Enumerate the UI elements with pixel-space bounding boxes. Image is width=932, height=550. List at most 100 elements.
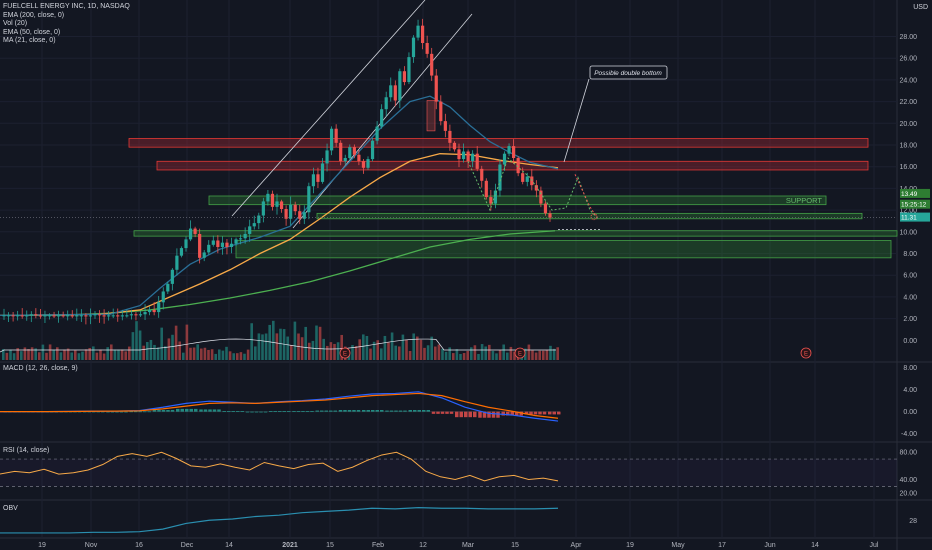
y-tick-label: 8.00 [903,251,917,258]
volume-bar [484,346,487,360]
macd-histogram-bar [296,411,301,412]
price-badge [900,199,930,209]
volume-bar [196,344,199,360]
volume-bar [48,344,52,360]
macd-histogram-bar [278,411,282,412]
macd-label[interactable]: MACD (12, 26, close, 9) [3,365,78,372]
candle-body [211,240,215,245]
volume-bar [264,333,268,360]
macd-histogram-bar [347,410,352,412]
support-zone [235,240,892,259]
candle-body [157,302,161,313]
volume-bar [131,332,135,360]
volume-bar [354,346,358,360]
y-tick-label: 26.00 [899,56,917,63]
volume-bar [376,340,379,360]
target-marker [590,213,598,221]
macd-histogram-bar [455,411,459,418]
volume-bar [293,321,297,360]
candle-body [220,242,224,247]
macd-histogram-bar [208,409,212,412]
symbol-title[interactable]: FUELCELL ENERGY INC, 1D, NASDAQ [3,3,130,10]
volume-bar [106,347,109,360]
candle-body [461,151,466,160]
candle-body [266,193,270,202]
candle-body [284,209,288,219]
volume-bar [20,351,23,360]
candle-body [170,269,174,284]
macd-histogram-bar [431,411,436,414]
macd-histogram-bar [176,408,180,412]
candle-body [357,154,361,162]
macd-histogram-bar [180,408,184,412]
volume-bar [538,350,541,360]
volume-bar [178,341,181,360]
candle-body [202,252,206,258]
volume-bar [66,348,70,360]
obv-label[interactable]: OBV [3,505,18,512]
legend-ema200[interactable]: EMA (200, close, 0) [3,11,65,19]
legend-ma21[interactable]: MA (21, close, 0) [3,37,56,44]
macd-histogram-bar [542,411,547,415]
currency-label: USD [913,4,928,11]
volume-bar [351,345,354,360]
volume-bar [336,342,340,360]
volume-bar [552,348,556,360]
volume-bar [419,339,423,360]
macd-histogram-bar [236,411,240,412]
candle-body [411,37,416,58]
candle-body [166,283,170,292]
candle-body [480,168,484,181]
x-tick-label: 17 [718,542,726,549]
callout-text: Possible double bottom [594,70,662,77]
macd-histogram-bar [398,410,403,412]
macd-tick-label: 4.00 [903,387,917,394]
callout-box [589,65,668,80]
volume-bar [556,347,559,360]
candle-body [512,146,516,159]
candle-body [475,153,479,169]
x-tick-label: Nov [85,542,98,549]
x-tick-label: 2021 [282,542,298,549]
macd-histogram-bar [356,410,361,412]
support-zone [316,212,863,220]
macd-histogram-bar [83,411,87,413]
y-tick-label: 6.00 [903,273,917,280]
volume-bar [358,339,361,360]
volume-bar [41,344,45,360]
volume-bar [38,352,41,360]
volume-bar [527,344,531,360]
macd-histogram-bar [501,411,505,416]
price-badge-label: 13.49 [901,191,918,198]
rsi-label[interactable]: RSI (14, close) [3,447,50,454]
candle-body [125,315,129,317]
volume-bar [30,347,34,360]
volume-bar [272,320,275,360]
volume-bar [408,351,412,360]
macd-histogram-bar [510,411,514,416]
legend-volume[interactable]: Vol (20) [3,20,28,27]
volume-bar [214,353,217,360]
volume-bar [412,333,415,360]
candle-body [457,149,461,160]
volume-bar [52,349,55,360]
macd-histogram-bar [199,409,203,412]
candle-body [498,164,502,191]
volume-bar [434,346,437,360]
macd-histogram-bar [352,410,356,412]
volume-bar [74,350,77,360]
candle-body [307,186,311,213]
candle-body [389,85,393,98]
legend-ema50[interactable]: EMA (50, close, 0) [3,28,61,36]
candle-body [534,185,538,191]
volume-bar [23,347,27,360]
candle-body [116,315,120,317]
volume-bar [322,338,325,360]
volume-bar [164,346,167,360]
earnings-marker-label: E [518,351,522,357]
macd-histogram-bar [422,410,426,412]
volume-bar [200,348,203,360]
volume-bar [286,336,289,360]
candle-body [443,121,447,131]
